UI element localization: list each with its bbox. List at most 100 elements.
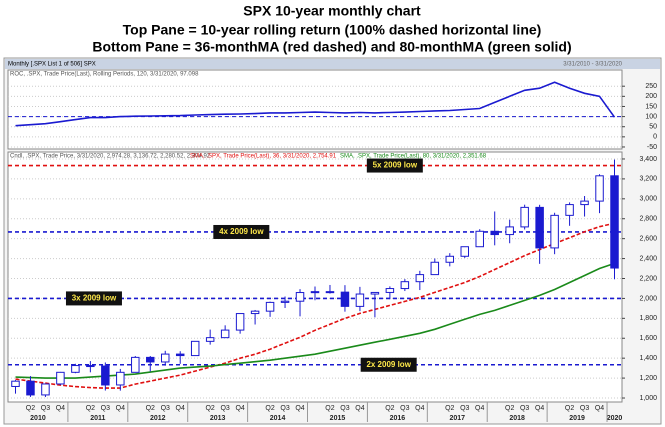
y-tick-label: -50: [647, 144, 657, 151]
candle-body: [475, 230, 484, 248]
x-tick-label: Q3: [280, 405, 289, 412]
level-label: 5x 2009 low: [373, 161, 418, 170]
x-tick-label: Q2: [385, 405, 394, 412]
candle-body: [175, 353, 185, 357]
x-tick-label: Q3: [580, 405, 589, 412]
candle-body: [415, 274, 425, 283]
year-label: 2017: [449, 415, 465, 422]
candle-body: [190, 340, 200, 357]
candle-body: [385, 288, 395, 293]
candle-body: [250, 310, 260, 315]
candle-body: [265, 301, 275, 312]
candle-body: [325, 291, 335, 294]
date-range: 3/31/2010 - 3/31/2020: [563, 62, 622, 68]
candle-body: [41, 383, 50, 396]
candle-body: [505, 226, 514, 236]
year-label: 2020: [607, 415, 623, 422]
candle-body: [86, 365, 95, 368]
y-tick-label: 3,200: [639, 176, 657, 183]
top-plot: [7, 69, 623, 150]
x-tick-label: Q3: [340, 405, 349, 412]
x-tick-label: Q2: [146, 405, 155, 412]
candle-body: [460, 246, 470, 257]
x-tick-label: Q3: [101, 405, 110, 412]
x-tick-label: Q4: [475, 405, 484, 412]
candle-body: [430, 261, 440, 276]
year-label: 2010: [30, 415, 46, 422]
level-label-box: [360, 357, 417, 372]
candle-body: [370, 291, 380, 295]
year-label: 2018: [509, 415, 525, 422]
candle-body: [550, 214, 559, 249]
y-tick-label: 1,800: [639, 315, 657, 322]
candle-body: [310, 291, 320, 294]
candle-body: [400, 281, 410, 290]
x-tick-label: Q3: [41, 405, 50, 412]
candle-body: [580, 200, 589, 206]
candle-body: [116, 371, 125, 386]
y-tick-label: 150: [645, 103, 657, 110]
x-tick-label: Q2: [325, 405, 334, 412]
x-tick-label: Q2: [205, 405, 214, 412]
candle-body: [280, 300, 290, 303]
candle-body: [610, 175, 619, 269]
x-tick-label: Q4: [595, 405, 604, 412]
candle-body: [235, 313, 245, 331]
moving-average: [15, 262, 615, 379]
x-tick-label: Q3: [161, 405, 170, 412]
y-tick-label: 1,000: [639, 395, 657, 402]
candle-body: [56, 371, 65, 385]
candle-body: [131, 356, 140, 373]
pane-label: Monthly [.SPX List 1 of 506] SPX: [8, 62, 96, 68]
candle-body: [295, 292, 305, 302]
x-tick-label: Q2: [445, 405, 454, 412]
x-tick-label: Q2: [505, 405, 514, 412]
candle-body: [71, 365, 80, 373]
y-tick-label: 100: [645, 113, 657, 120]
x-tick-label: Q2: [26, 405, 35, 412]
x-tick-label: Q4: [235, 405, 244, 412]
x-tick-label: Q3: [460, 405, 469, 412]
y-tick-label: 2,200: [639, 275, 657, 282]
y-tick-label: 3,400: [639, 156, 657, 163]
level-label-box: [65, 291, 122, 306]
x-tick-label: Q4: [535, 405, 544, 412]
y-tick-label: 2,000: [639, 295, 657, 302]
year-label: 2014: [270, 415, 286, 422]
y-tick-label: 2,600: [639, 235, 657, 242]
x-tick-label: Q2: [565, 405, 574, 412]
level-label: 2x 2009 low: [366, 360, 411, 369]
candle-body: [220, 329, 230, 339]
y-tick-label: 1,200: [639, 375, 657, 382]
candle-body: [520, 206, 529, 228]
level-label-box: [366, 158, 423, 173]
x-tick-label: Q4: [176, 405, 185, 412]
y-tick-label: 50: [649, 124, 657, 131]
candle-body: [101, 365, 110, 386]
pane-header: [5, 59, 660, 69]
y-tick-label: 1,400: [639, 355, 657, 362]
legend-entry: Cndl, .SPX, Trade Price, 3/31/2020, 2,97…: [10, 154, 211, 160]
x-tick-label: Q4: [295, 405, 304, 412]
legend-entry: SMA, .SPX, Trade Price(Last), 80, 3/31/2…: [340, 154, 487, 160]
x-tick-label: Q4: [56, 405, 65, 412]
level-label: 3x 2009 low: [72, 294, 117, 303]
y-tick-label: 2,400: [639, 255, 657, 262]
y-tick-label: 0: [653, 134, 657, 141]
y-tick-label: 2,800: [639, 216, 657, 223]
candle-body: [146, 356, 155, 363]
subtitle: Top Pane = 10-year rolling return (100% …: [123, 22, 542, 38]
year-label: 2015: [330, 415, 346, 422]
x-tick-label: Q4: [116, 405, 125, 412]
x-tick-label: Q3: [220, 405, 229, 412]
line: [15, 81, 616, 127]
candle-body: [490, 230, 499, 236]
candle-body: [535, 206, 544, 249]
candle-body: [11, 380, 20, 387]
y-tick-label: 3,000: [639, 196, 657, 203]
x-tick-label: Q2: [86, 405, 95, 412]
level-label: 4x 2009 low: [219, 227, 264, 236]
year-label: 2012: [150, 415, 166, 422]
year-label: 2016: [390, 415, 406, 422]
x-tick-label: Q2: [265, 405, 274, 412]
